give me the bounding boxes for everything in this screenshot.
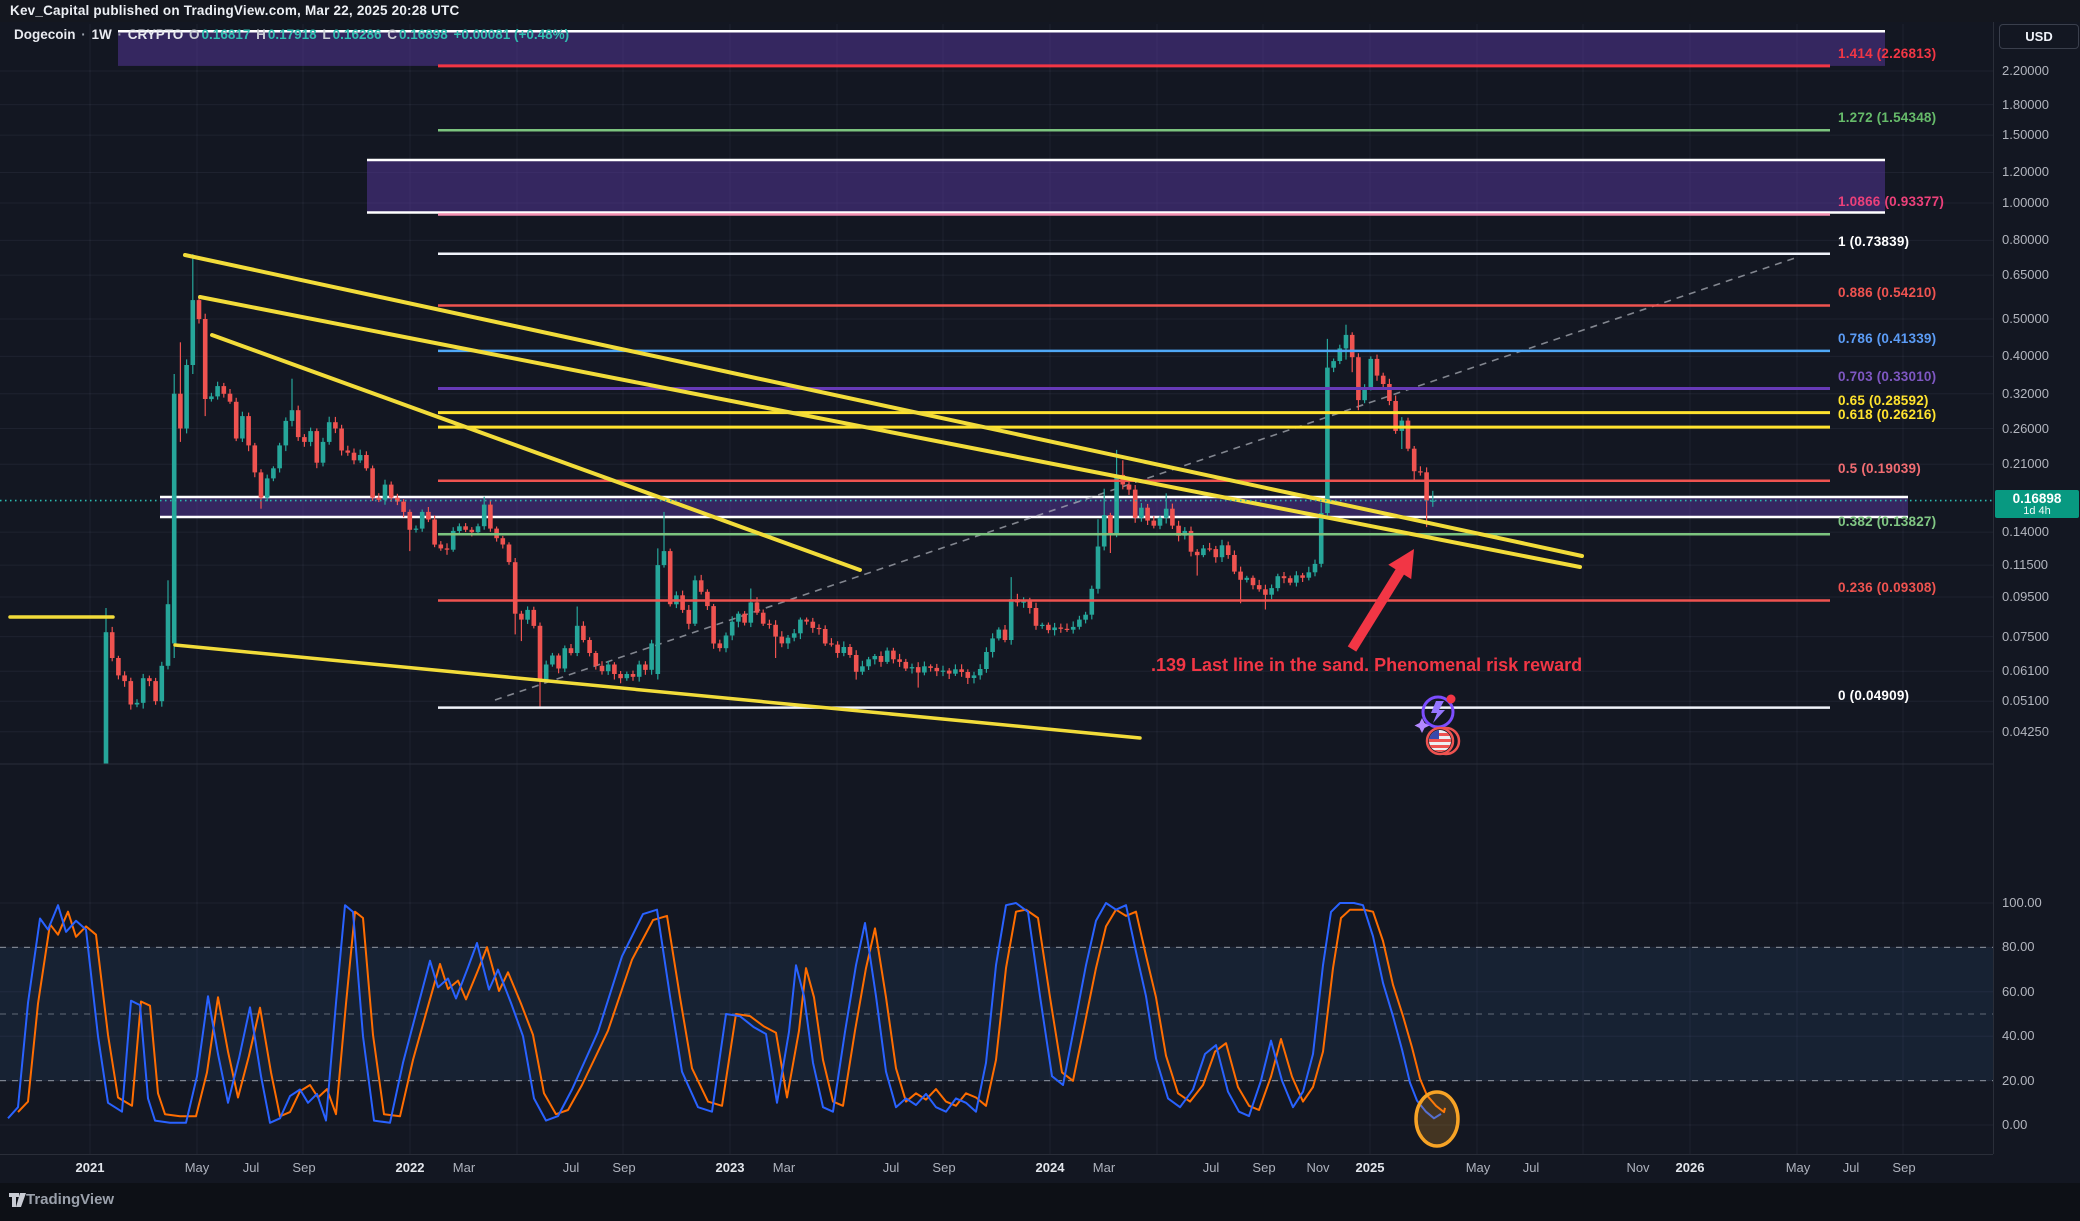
- legend-part: ·: [77, 27, 90, 42]
- flag-sticker-icon: [1425, 726, 1461, 756]
- legend-part: 0.16286: [332, 27, 382, 42]
- symbol-legend[interactable]: Dogecoin · 1W · CRYPTO O 0.16817 H 0.17918…: [14, 27, 571, 42]
- tradingview-logo-text[interactable]: TradingView: [26, 1191, 115, 1208]
- current-price-value: 0.16898: [2012, 491, 2062, 506]
- candles: [103, 254, 1436, 764]
- currency-toggle-button[interactable]: USD: [1999, 24, 2079, 49]
- legend-part: CRYPTO: [127, 27, 184, 42]
- legend-part: 0.16898: [398, 27, 448, 42]
- current-price-badge: 0.16898 1d 4h: [1995, 490, 2079, 518]
- legend-part: 1W: [91, 27, 112, 42]
- legend-part: +0.00081 (+0.48%): [449, 27, 570, 42]
- legend-part: ·: [113, 27, 126, 42]
- legend-part: O: [185, 27, 200, 42]
- tradingview-logo-icon[interactable]: [8, 1192, 28, 1210]
- legend-part: Dogecoin: [14, 27, 76, 42]
- legend-part: 0.17918: [267, 27, 317, 42]
- legend-part: L: [318, 27, 331, 42]
- bar-countdown: 1d 4h: [2023, 505, 2051, 517]
- legend-part: C: [383, 27, 397, 42]
- publish-title-bar: Kev_Capital published on TradingView.com…: [0, 0, 2080, 22]
- time-scale[interactable]: [0, 1154, 1993, 1184]
- price-scale[interactable]: [1993, 22, 2080, 1154]
- publish-title: Kev_Capital published on TradingView.com…: [10, 3, 460, 18]
- footer-bar: TradingView: [0, 1183, 2080, 1221]
- trade-annotation-text: .139 Last line in the sand. Phenomenal r…: [1151, 655, 1583, 675]
- legend-part: H: [252, 27, 266, 42]
- legend-part: 0.16817: [201, 27, 251, 42]
